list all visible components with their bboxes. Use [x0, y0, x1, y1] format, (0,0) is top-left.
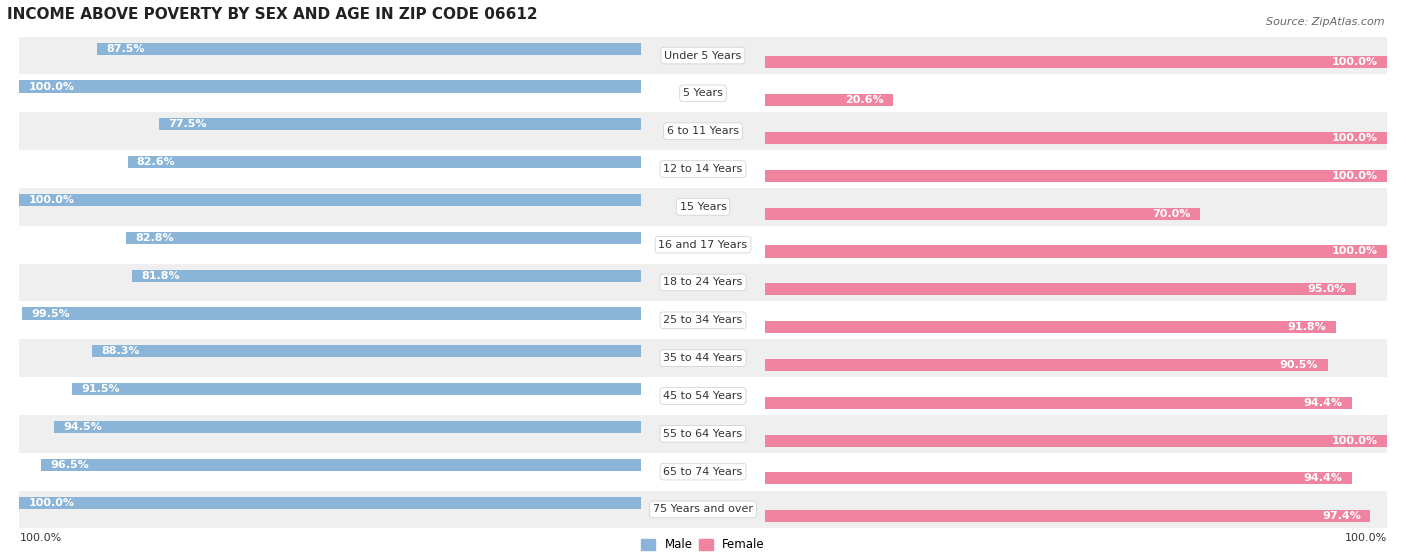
Text: 18 to 24 Years: 18 to 24 Years [664, 277, 742, 287]
Bar [41, 459, 641, 471]
Text: 55 to 64 Years: 55 to 64 Years [664, 429, 742, 439]
Text: 90.5%: 90.5% [1279, 360, 1319, 370]
Bar [20, 377, 1386, 415]
Bar [72, 383, 641, 395]
Bar [20, 496, 641, 509]
Bar [20, 80, 641, 93]
Bar [20, 74, 1386, 112]
Text: 91.8%: 91.8% [1288, 322, 1326, 332]
Bar [20, 453, 1386, 491]
Text: 81.8%: 81.8% [142, 271, 180, 281]
Legend: Male, Female: Male, Female [637, 534, 769, 556]
Text: 100.0%: 100.0% [20, 533, 62, 543]
Bar [22, 307, 641, 320]
Text: 97.4%: 97.4% [1322, 511, 1361, 521]
Text: 82.8%: 82.8% [135, 233, 174, 243]
Bar [765, 321, 1336, 333]
Text: 25 to 34 Years: 25 to 34 Years [664, 315, 742, 325]
Bar [20, 301, 1386, 339]
Bar [765, 359, 1327, 371]
Text: 87.5%: 87.5% [107, 44, 145, 54]
Text: 94.4%: 94.4% [1303, 473, 1343, 484]
Text: INCOME ABOVE POVERTY BY SEX AND AGE IN ZIP CODE 06612: INCOME ABOVE POVERTY BY SEX AND AGE IN Z… [7, 7, 537, 22]
Text: 99.5%: 99.5% [32, 309, 70, 319]
Bar [20, 339, 1386, 377]
Text: 95.0%: 95.0% [1308, 285, 1346, 294]
Text: 100.0%: 100.0% [1331, 247, 1378, 257]
Bar [20, 194, 641, 206]
Bar [20, 150, 1386, 188]
Text: 65 to 74 Years: 65 to 74 Years [664, 467, 742, 477]
Text: 5 Years: 5 Years [683, 88, 723, 98]
Text: 6 to 11 Years: 6 to 11 Years [666, 126, 740, 136]
Text: 77.5%: 77.5% [169, 120, 207, 129]
Bar [20, 226, 1386, 264]
Text: 45 to 54 Years: 45 to 54 Years [664, 391, 742, 401]
Text: 100.0%: 100.0% [1331, 58, 1378, 67]
Bar [765, 397, 1351, 409]
Text: 96.5%: 96.5% [51, 460, 89, 470]
Bar [765, 56, 1386, 68]
Text: 70.0%: 70.0% [1153, 209, 1191, 219]
Text: 100.0%: 100.0% [1331, 171, 1378, 181]
Bar [20, 37, 1386, 74]
Bar [127, 232, 641, 244]
Text: 94.5%: 94.5% [63, 422, 101, 432]
Bar [765, 245, 1386, 258]
Bar [765, 434, 1386, 447]
Text: 100.0%: 100.0% [28, 82, 75, 92]
Text: 15 Years: 15 Years [679, 202, 727, 212]
Bar [20, 491, 1386, 528]
Bar [159, 119, 641, 130]
Text: 82.6%: 82.6% [136, 157, 176, 167]
Text: 35 to 44 Years: 35 to 44 Years [664, 353, 742, 363]
Bar [91, 345, 641, 357]
Bar [765, 207, 1201, 220]
Bar [765, 132, 1386, 144]
Text: 91.5%: 91.5% [82, 384, 120, 394]
Bar [53, 421, 641, 433]
Text: 12 to 14 Years: 12 to 14 Years [664, 164, 742, 174]
Text: Source: ZipAtlas.com: Source: ZipAtlas.com [1267, 17, 1385, 27]
Bar [765, 283, 1355, 295]
Text: 100.0%: 100.0% [1344, 533, 1386, 543]
Text: 100.0%: 100.0% [28, 498, 75, 508]
Text: 100.0%: 100.0% [1331, 133, 1378, 143]
Text: 75 Years and over: 75 Years and over [652, 504, 754, 514]
Bar [97, 42, 641, 55]
Bar [765, 472, 1351, 485]
Bar [20, 415, 1386, 453]
Bar [765, 170, 1386, 182]
Text: 100.0%: 100.0% [1331, 435, 1378, 446]
Bar [128, 156, 641, 168]
Bar [765, 510, 1371, 522]
Bar [20, 188, 1386, 226]
Text: Under 5 Years: Under 5 Years [665, 50, 741, 60]
Bar [20, 264, 1386, 301]
Text: 100.0%: 100.0% [28, 195, 75, 205]
Bar [132, 269, 641, 282]
Text: 20.6%: 20.6% [845, 95, 884, 105]
Bar [765, 94, 893, 106]
Text: 88.3%: 88.3% [101, 347, 141, 356]
Text: 94.4%: 94.4% [1303, 398, 1343, 408]
Text: 16 and 17 Years: 16 and 17 Years [658, 240, 748, 250]
Bar [20, 112, 1386, 150]
